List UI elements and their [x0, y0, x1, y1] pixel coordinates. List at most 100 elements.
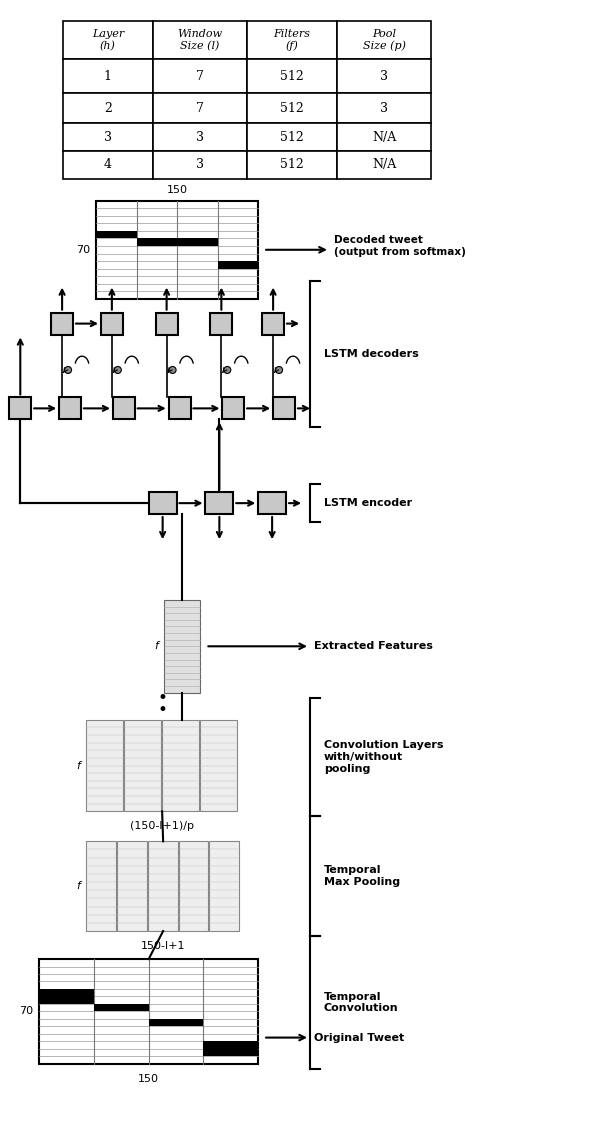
Bar — [247, 60, 337, 94]
Bar — [86, 841, 116, 931]
Bar — [203, 1049, 258, 1056]
Text: •: • — [157, 702, 167, 720]
Bar — [200, 720, 237, 811]
Bar — [337, 94, 432, 123]
Bar — [94, 1004, 148, 1012]
Circle shape — [224, 367, 231, 373]
Text: Temporal
Max Pooling: Temporal Max Pooling — [324, 865, 400, 887]
Text: 512: 512 — [280, 70, 304, 82]
Bar — [63, 123, 153, 151]
Bar — [63, 151, 153, 179]
Text: Filters
(f): Filters (f) — [274, 29, 311, 52]
Bar — [218, 261, 258, 268]
Bar — [117, 841, 147, 931]
Text: 150: 150 — [166, 185, 188, 195]
Bar — [39, 989, 94, 996]
Text: Layer
(h): Layer (h) — [92, 29, 124, 51]
Bar — [153, 94, 247, 123]
Text: 70: 70 — [76, 245, 90, 255]
Text: 7: 7 — [196, 102, 204, 115]
Text: Decoded tweet
(output from softmax): Decoded tweet (output from softmax) — [334, 235, 465, 256]
Text: 1: 1 — [104, 70, 112, 82]
Bar — [148, 841, 178, 931]
Bar — [247, 21, 337, 60]
Text: 512: 512 — [280, 102, 304, 115]
Bar — [209, 841, 239, 931]
Bar — [164, 600, 200, 693]
Bar — [96, 201, 258, 299]
Bar — [153, 21, 247, 60]
Bar — [262, 312, 284, 335]
Bar — [63, 21, 153, 60]
Bar — [96, 231, 136, 238]
Bar — [63, 94, 153, 123]
Bar — [153, 123, 247, 151]
Text: LSTM decoders: LSTM decoders — [324, 349, 418, 359]
Bar — [247, 151, 337, 179]
Text: 3: 3 — [380, 102, 388, 115]
Text: Temporal
Convolution: Temporal Convolution — [324, 992, 399, 1013]
Text: 512: 512 — [280, 159, 304, 171]
Bar — [337, 21, 432, 60]
Bar — [101, 312, 123, 335]
Bar — [273, 397, 295, 420]
Text: N/A: N/A — [372, 131, 396, 143]
Bar — [337, 60, 432, 94]
Bar — [247, 123, 337, 151]
Bar — [124, 720, 161, 811]
Bar — [169, 397, 191, 420]
Text: N/A: N/A — [372, 159, 396, 171]
Bar — [156, 312, 178, 335]
Text: 3: 3 — [196, 131, 204, 143]
Bar — [206, 492, 233, 514]
Text: 4: 4 — [104, 159, 112, 171]
Bar — [51, 312, 73, 335]
Bar — [39, 996, 94, 1004]
Bar — [162, 720, 199, 811]
Circle shape — [275, 367, 283, 373]
Bar — [177, 238, 218, 246]
Text: 3: 3 — [380, 70, 388, 82]
Text: f: f — [76, 760, 80, 770]
Text: 3: 3 — [196, 159, 204, 171]
Bar — [337, 123, 432, 151]
Bar — [10, 397, 31, 420]
Bar — [153, 151, 247, 179]
Circle shape — [169, 367, 176, 373]
Bar — [148, 1019, 203, 1026]
Bar — [148, 492, 176, 514]
Bar — [258, 492, 286, 514]
Bar — [39, 959, 258, 1064]
Text: 3: 3 — [104, 131, 112, 143]
Bar — [86, 720, 123, 811]
Bar — [136, 238, 177, 246]
Bar — [113, 397, 135, 420]
Text: f: f — [76, 881, 80, 891]
Circle shape — [64, 367, 72, 373]
Text: Original Tweet: Original Tweet — [314, 1032, 404, 1042]
Text: Convolution Layers
with/without
pooling: Convolution Layers with/without pooling — [324, 740, 443, 774]
Text: 150: 150 — [138, 1074, 159, 1084]
Bar — [337, 151, 432, 179]
Text: 70: 70 — [19, 1006, 33, 1016]
Text: •: • — [157, 689, 167, 707]
Bar — [210, 312, 232, 335]
Bar — [222, 397, 244, 420]
Text: Window
Size (l): Window Size (l) — [178, 29, 222, 51]
Text: Extracted Features: Extracted Features — [314, 642, 433, 651]
Text: 2: 2 — [104, 102, 112, 115]
Bar — [179, 841, 209, 931]
Circle shape — [114, 367, 122, 373]
Text: f: f — [154, 642, 158, 651]
Text: 512: 512 — [280, 131, 304, 143]
Bar — [247, 94, 337, 123]
Text: 7: 7 — [196, 70, 204, 82]
Bar — [203, 1041, 258, 1049]
Bar — [153, 60, 247, 94]
Bar — [63, 60, 153, 94]
Text: (150-l+1)/p: (150-l+1)/p — [130, 821, 194, 831]
Bar — [59, 397, 81, 420]
Text: 150-l+1: 150-l+1 — [141, 941, 185, 951]
Text: LSTM encoder: LSTM encoder — [324, 499, 412, 508]
Text: Pool
Size (p): Pool Size (p) — [362, 29, 406, 52]
